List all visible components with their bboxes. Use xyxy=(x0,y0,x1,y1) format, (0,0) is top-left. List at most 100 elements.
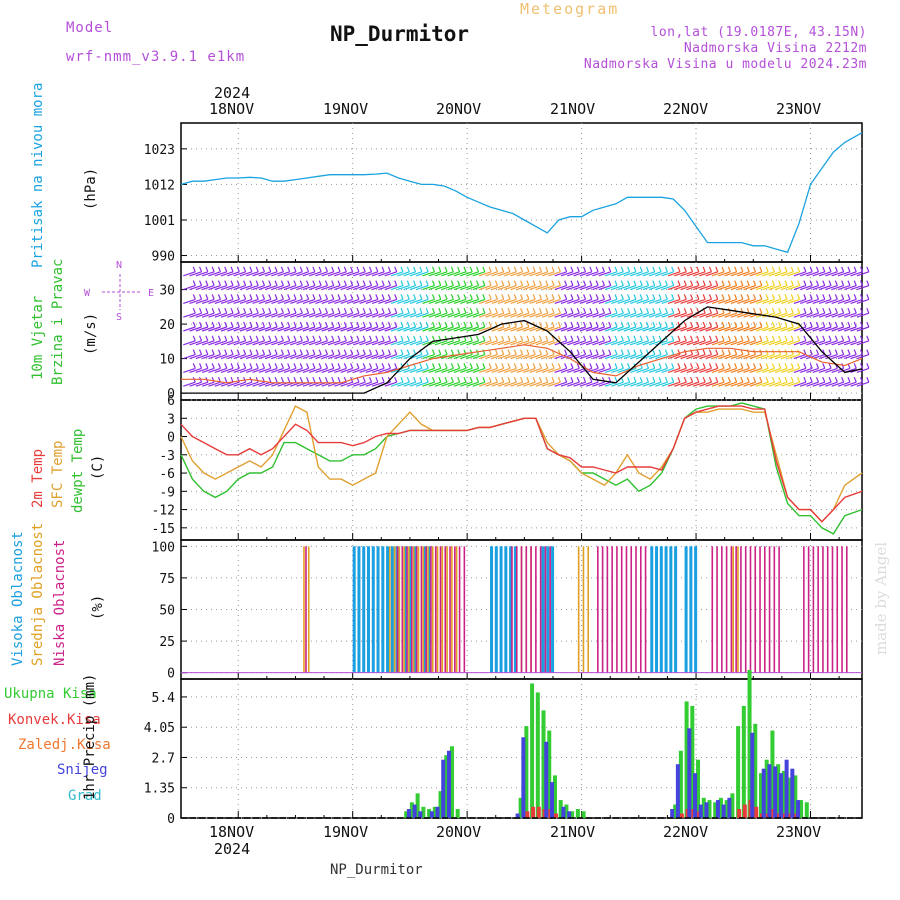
wind-barb-flag xyxy=(387,349,391,355)
wind-barb xyxy=(460,354,473,360)
wind-barb-flag xyxy=(192,266,196,273)
precip-bar-total xyxy=(455,809,460,818)
wind-barb xyxy=(598,312,611,318)
wind-barb-flag xyxy=(230,280,234,286)
wind-barb-flag xyxy=(482,321,486,328)
wind-barb xyxy=(252,285,265,291)
wind-barb-flag xyxy=(740,280,744,286)
wind-barb xyxy=(334,326,347,332)
wind-barb xyxy=(661,367,674,373)
wind-barb-flag xyxy=(463,280,467,286)
wind-barb-flag xyxy=(853,294,857,300)
wind-barb-flag xyxy=(287,266,291,273)
wind-barb-flag xyxy=(803,349,807,355)
wind-barb-flag xyxy=(236,349,240,355)
wind-barb xyxy=(183,298,196,304)
wind-barb-flag xyxy=(589,294,593,300)
location-coords: lon,lat (19.0187E, 43.15N) xyxy=(650,25,867,40)
wind-barb xyxy=(422,312,435,318)
wind-barb xyxy=(478,354,492,360)
wind-barb-flag xyxy=(853,376,857,383)
precip-bar-total xyxy=(564,804,569,818)
precip-bar-total xyxy=(684,701,689,818)
wind-barb xyxy=(510,271,523,277)
wind-barb xyxy=(850,298,863,304)
wind-barb xyxy=(661,298,674,304)
wind-barb xyxy=(264,312,278,318)
wind-barb-flag xyxy=(243,335,247,342)
wind-barb-flag xyxy=(847,266,851,273)
precip-bar-total xyxy=(758,773,763,818)
wind-barb-flag xyxy=(476,376,480,383)
wind-barb-flag xyxy=(683,280,687,286)
wind-barb xyxy=(623,298,637,304)
wind-barb xyxy=(800,354,813,360)
wind-barb xyxy=(648,285,662,291)
wind-barb-flag xyxy=(318,376,322,383)
wind-barb-flag xyxy=(482,363,486,369)
wind-barb-flag xyxy=(746,363,750,369)
wind-barb-flag xyxy=(211,266,215,273)
date-label-bottom-3: 21NOV xyxy=(550,823,596,841)
wind-barb xyxy=(705,367,718,373)
wind-barb xyxy=(737,298,750,304)
wind-barb xyxy=(201,354,215,360)
wind-barb xyxy=(214,354,227,360)
wind-barb-flag xyxy=(255,335,259,342)
wind-barb-flag xyxy=(721,335,725,342)
wind-barb-flag xyxy=(356,335,360,342)
wind-barb-flag xyxy=(570,280,574,286)
wind-barb-flag xyxy=(343,363,347,369)
wind-barb xyxy=(264,271,278,277)
wind-barb xyxy=(220,367,234,373)
wind-barb-flag xyxy=(431,335,436,342)
wind-barb-flag xyxy=(249,335,253,342)
wind-barb xyxy=(321,367,334,373)
wind-barb xyxy=(189,285,202,291)
precip-bar-snow xyxy=(721,804,726,818)
cloud-bar-low xyxy=(822,546,824,673)
wind-barb-flag xyxy=(331,321,335,328)
wind-barb-flag xyxy=(538,349,543,355)
wind-barb xyxy=(497,312,511,318)
wind-barb-flag xyxy=(280,280,284,286)
wind-barb xyxy=(416,285,429,291)
wind-barb-flag xyxy=(337,307,341,314)
wind-barb-flag xyxy=(690,363,694,369)
wind-barb-flag xyxy=(671,363,675,369)
wind-barb-flag xyxy=(595,363,599,369)
wind-barb-flag xyxy=(205,335,209,342)
wind-barb xyxy=(441,381,454,387)
wind-barb xyxy=(781,312,794,318)
wind-barb xyxy=(762,367,775,373)
wind-barb-flag xyxy=(828,280,832,286)
wind-barb-flag xyxy=(211,321,215,328)
wind-barb xyxy=(183,271,196,277)
wind-barb xyxy=(378,298,391,304)
wind-barb xyxy=(390,381,404,387)
wind-barb xyxy=(674,326,687,332)
wind-barb-flag xyxy=(557,335,561,342)
wind-barb-flag xyxy=(727,363,731,369)
wind-barb-flag xyxy=(841,349,845,355)
wind-barb xyxy=(403,285,416,291)
wind-barb xyxy=(497,271,511,277)
wind-barb xyxy=(787,271,800,277)
wind-barb xyxy=(705,381,718,387)
wind-barb-flag xyxy=(803,321,807,328)
wind-barb-flag xyxy=(708,307,713,314)
wind-barb-flag xyxy=(639,280,643,286)
wind-barb xyxy=(453,340,467,346)
wind-barb xyxy=(623,340,637,346)
wind-barb-flag xyxy=(513,294,517,300)
wind-barb-flag xyxy=(532,363,536,369)
wind-barb xyxy=(252,367,265,373)
wind-barb xyxy=(466,381,479,387)
precip-bar-total xyxy=(547,730,552,818)
wind-barb xyxy=(485,298,498,304)
wind-barb-flag xyxy=(463,363,467,369)
wind-barb xyxy=(730,285,744,291)
wind-barb-flag xyxy=(501,266,505,273)
wind-barb-flag xyxy=(450,307,454,314)
y-tick-label-p0: 1023 xyxy=(144,143,175,158)
